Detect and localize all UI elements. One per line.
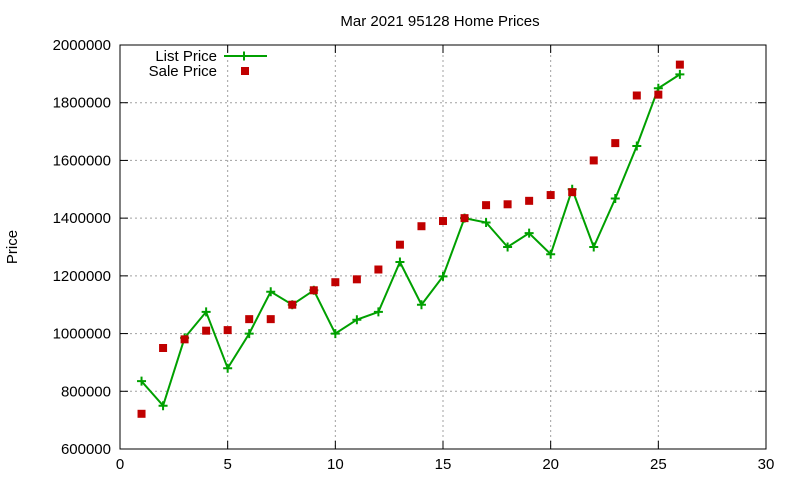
data-point-sale-price (503, 200, 512, 209)
data-point-sale-price (417, 222, 426, 231)
legend-marker-sale-price (241, 67, 249, 75)
data-point-list-price (244, 329, 254, 339)
data-point-sale-price (482, 201, 491, 210)
data-point-list-price (481, 217, 491, 227)
y-tick-label: 1000000 (53, 326, 111, 343)
legend-label-list-price: List Price (155, 48, 217, 65)
data-point-sale-price (288, 300, 297, 309)
data-point-sale-price (374, 265, 383, 274)
data-point-sale-price (675, 60, 684, 69)
data-point-sale-price (309, 286, 318, 295)
data-point-list-price (632, 141, 642, 151)
data-point-list-price (266, 287, 276, 297)
data-point-sale-price (632, 91, 641, 100)
data-point-sale-price (352, 275, 361, 284)
data-point-sale-price (654, 90, 663, 99)
data-point-list-price (524, 228, 534, 238)
data-point-sale-price (137, 409, 146, 418)
y-tick-label: 2000000 (53, 37, 111, 54)
data-point-sale-price (331, 278, 340, 287)
legend: List Price Sale Price (149, 48, 267, 80)
data-point-sale-price (180, 335, 189, 344)
chart-title: Mar 2021 95128 Home Prices (340, 13, 539, 30)
y-tick-label: 800000 (61, 383, 111, 400)
data-point-sale-price (223, 326, 232, 335)
data-point-list-price (610, 194, 620, 204)
axis-ticks: 0 5 10 15 20 25 30 600000 800000 1000000 1200000 14… (53, 37, 775, 473)
data-point-list-price (589, 242, 599, 252)
data-point-sale-price (439, 217, 447, 226)
y-tick-label: 1800000 (53, 95, 111, 112)
y-tick-label: 1200000 (53, 268, 111, 285)
y-tick-label: 1400000 (53, 210, 111, 227)
data-point-list-price (352, 315, 362, 325)
data-point-list-price (416, 300, 426, 310)
data-point-list-price (373, 307, 383, 317)
data-point-sale-price (460, 214, 469, 223)
data-point-sale-price (395, 240, 404, 249)
data-point-sale-price (589, 156, 598, 165)
data-point-sale-price (611, 139, 620, 148)
y-tick-label: 600000 (61, 441, 111, 458)
series (137, 60, 685, 418)
data-point-list-price (546, 249, 556, 259)
data-point-sale-price (202, 326, 211, 335)
x-tick-label: 5 (223, 456, 231, 473)
data-point-sale-price (525, 196, 534, 205)
data-point-list-price (330, 329, 340, 339)
x-tick-label: 20 (542, 456, 559, 473)
data-point-list-price (137, 376, 147, 386)
data-point-list-price (201, 307, 211, 317)
data-point-sale-price (159, 344, 168, 352)
data-point-sale-price (568, 188, 577, 197)
series-line-list-price (140, 73, 681, 408)
x-tick-label: 0 (116, 456, 124, 473)
grid (120, 45, 766, 449)
data-point-sale-price (546, 191, 555, 200)
legend-marker-list-price (239, 51, 249, 61)
x-tick-label: 30 (758, 456, 775, 473)
y-axis-label: Price (4, 230, 21, 264)
data-point-sale-price (245, 315, 254, 324)
y-tick-label: 1600000 (53, 152, 111, 169)
data-point-list-price (503, 242, 513, 252)
x-tick-label: 10 (327, 456, 344, 473)
data-point-list-price (223, 363, 233, 373)
data-point-list-price (395, 257, 405, 267)
data-point-sale-price (266, 315, 275, 324)
data-point-list-price (675, 69, 685, 79)
x-tick-label: 25 (650, 456, 667, 473)
data-point-list-price (438, 271, 448, 281)
legend-label-sale-price: Sale Price (149, 63, 217, 80)
data-point-list-price (158, 401, 168, 411)
x-tick-label: 15 (435, 456, 452, 473)
